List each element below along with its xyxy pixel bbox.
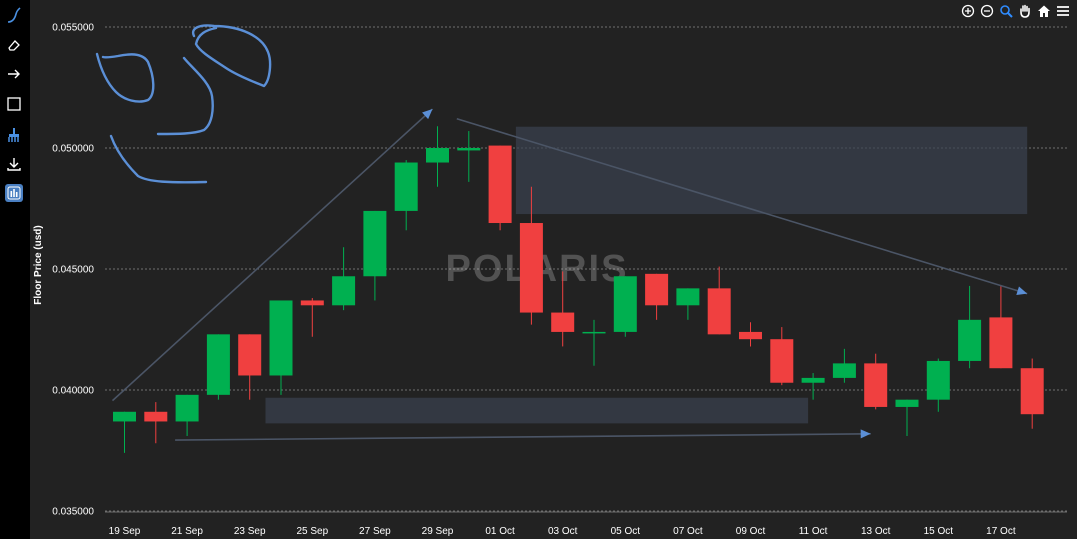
annotation-arrows bbox=[111, 108, 1028, 441]
candle-body bbox=[488, 145, 512, 224]
x-tick-label: 15 Oct bbox=[924, 526, 954, 537]
candles bbox=[113, 126, 1044, 453]
candle-body bbox=[1020, 368, 1044, 415]
x-tick-label: 25 Sep bbox=[296, 526, 328, 537]
x-tick-label: 23 Sep bbox=[234, 526, 266, 537]
candle-body bbox=[457, 148, 481, 151]
freehand-stroke bbox=[109, 134, 208, 184]
candle-body bbox=[864, 363, 888, 407]
freehand-stroke bbox=[191, 24, 272, 88]
x-tick-label: 05 Oct bbox=[611, 526, 641, 537]
pan-hand-icon[interactable] bbox=[1017, 3, 1033, 19]
annotation-arrow-line bbox=[175, 433, 871, 441]
brush-clear-icon[interactable] bbox=[5, 126, 23, 144]
x-tick-label: 21 Sep bbox=[171, 526, 203, 537]
x-tick-label: 19 Sep bbox=[109, 526, 141, 537]
freehand-pen-icon[interactable] bbox=[5, 6, 23, 24]
candle-body bbox=[206, 334, 230, 395]
y-tick-label: 0.055000 bbox=[52, 23, 94, 34]
candle-body bbox=[613, 276, 637, 332]
x-tick-label: 01 Oct bbox=[485, 526, 515, 537]
candle-body bbox=[394, 162, 418, 211]
eraser-icon[interactable] bbox=[5, 36, 23, 54]
candle-body bbox=[895, 399, 919, 407]
zoom-select-icon[interactable] bbox=[998, 3, 1014, 19]
candle-body bbox=[238, 334, 262, 376]
candle-body bbox=[739, 331, 762, 340]
candle-body bbox=[332, 276, 356, 306]
annotation-zone bbox=[515, 126, 1028, 215]
candle-body bbox=[926, 360, 950, 400]
candle-body bbox=[707, 288, 731, 335]
x-axis-ticks: 19 Sep 21 Sep 23 Sep 25 Sep 27 Sep 29 Sep 01 O… bbox=[109, 526, 1016, 537]
bar-chart-icon[interactable] bbox=[5, 184, 23, 202]
x-tick-label: 29 Sep bbox=[422, 526, 454, 537]
candle-body bbox=[989, 317, 1013, 369]
candle-body bbox=[426, 148, 449, 163]
y-tick-label: 0.050000 bbox=[52, 144, 94, 155]
x-tick-label: 27 Sep bbox=[359, 526, 391, 537]
x-tick-label: 17 Oct bbox=[986, 526, 1016, 537]
menu-icon[interactable] bbox=[1055, 3, 1071, 19]
candle-body bbox=[832, 363, 856, 378]
candle-body bbox=[269, 300, 293, 376]
candle-body bbox=[801, 377, 825, 383]
candle-body bbox=[300, 300, 324, 306]
candle-body bbox=[144, 411, 168, 422]
y-tick-label: 0.045000 bbox=[52, 265, 94, 276]
candle-body bbox=[551, 312, 575, 332]
candle-body bbox=[519, 223, 543, 313]
rectangle-tool-icon[interactable] bbox=[5, 95, 23, 113]
chart-toolbar bbox=[960, 3, 1071, 19]
annotation-arrow-head bbox=[422, 109, 433, 120]
freehand-stroke bbox=[156, 56, 214, 136]
candle-body bbox=[363, 210, 387, 277]
y-axis-title: Floor Price (usd) bbox=[33, 225, 44, 304]
candle-body bbox=[175, 394, 199, 422]
annotation-arrow-line bbox=[456, 117, 1028, 295]
drawing-toolbar bbox=[0, 0, 30, 539]
annotation-zones bbox=[265, 126, 1028, 424]
annotation-arrow-head bbox=[860, 429, 871, 439]
x-tick-label: 13 Oct bbox=[861, 526, 891, 537]
candle-body bbox=[958, 319, 982, 361]
candle-body bbox=[770, 339, 794, 383]
annotation-arrow-head bbox=[1016, 286, 1028, 296]
x-tick-label: 03 Oct bbox=[548, 526, 578, 537]
y-tick-label: 0.040000 bbox=[52, 386, 94, 397]
zoom-out-icon[interactable] bbox=[979, 3, 995, 19]
freehand-annotations bbox=[95, 24, 272, 184]
annotation-arrow-line bbox=[111, 108, 434, 402]
x-tick-label: 11 Oct bbox=[799, 526, 828, 537]
freehand-stroke bbox=[95, 52, 155, 103]
zoom-in-icon[interactable] bbox=[960, 3, 976, 19]
home-reset-icon[interactable] bbox=[1036, 3, 1052, 19]
candle-body bbox=[645, 273, 669, 306]
annotation-zone bbox=[265, 397, 809, 424]
y-tick-label: 0.035000 bbox=[52, 507, 94, 518]
candle-body bbox=[676, 288, 700, 306]
candle-body bbox=[113, 411, 136, 422]
x-tick-label: 07 Oct bbox=[673, 526, 703, 537]
y-axis-ticks: 0.035000 0.040000 0.045000 0.050000 0.055000 bbox=[52, 23, 94, 518]
candle-body bbox=[582, 331, 606, 334]
download-icon[interactable] bbox=[5, 155, 23, 173]
arrow-tool-icon[interactable] bbox=[5, 65, 23, 83]
x-tick-label: 09 Oct bbox=[736, 526, 766, 537]
